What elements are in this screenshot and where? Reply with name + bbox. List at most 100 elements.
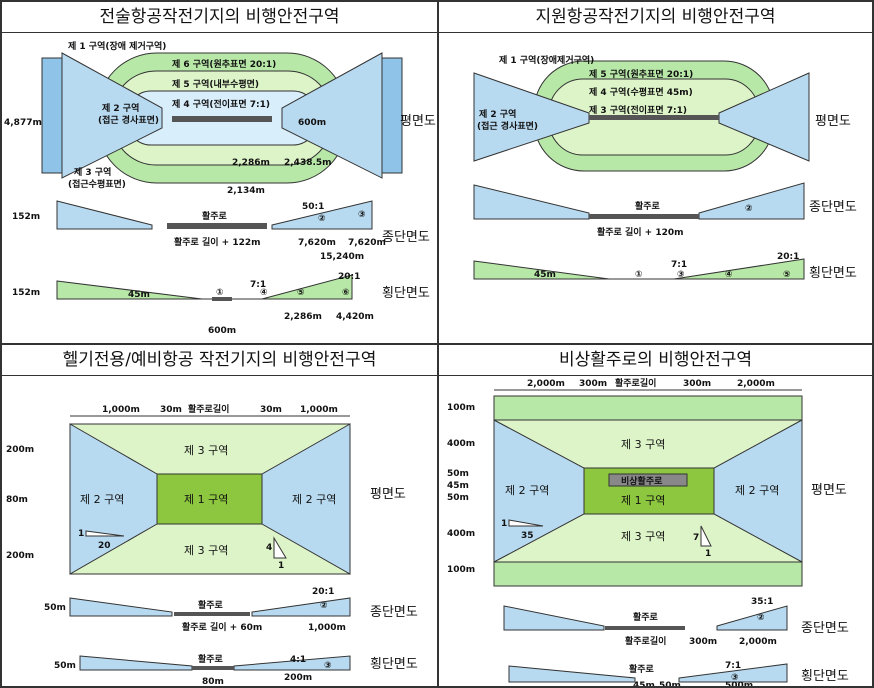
long-runway [605,626,685,630]
label: 300m [579,379,607,389]
label: (접근 경사표면) [98,114,159,126]
label: 100m [447,565,475,575]
label: 비상활주로 [621,475,663,487]
label: 활주로 [635,200,661,212]
label: 1 [501,519,507,529]
label: 7,620m [348,238,386,248]
cross-left [508,665,636,683]
label: 2,000m [737,379,775,389]
label: 7 [693,533,699,543]
label: 200m [284,673,312,683]
slope-triangle [700,525,712,547]
label: 7:1 [250,280,266,290]
long-left [503,605,605,631]
cell-support: 지원항공작전기지의 비행안전구역 제 1 구역(장애제거구역) 제 5 구역(원… [438,1,873,344]
label: 80m [202,677,224,687]
view-label: 종단면도 [382,230,430,245]
label: 1 [278,561,284,571]
label: 제 2 구역 [102,102,139,114]
label: 제 3 구역 [621,530,665,543]
view-label: 평면도 [370,487,406,502]
slope-triangle [85,530,125,537]
label: 활주로 [629,663,655,675]
view-label: 종단면도 [809,200,857,215]
label: 80m [6,495,28,505]
label: 2,000m [527,379,565,389]
support-diagram: 제 1 구역(장애제거구역) 제 5 구역(원추표면 20:1) 제 4 구역(… [473,54,857,281]
label: 활주로길이 [615,377,656,389]
label: 152m [12,288,40,298]
label: 7,620m [298,238,336,248]
label: 1,000m [308,623,346,633]
label: ③ [731,673,739,683]
label: (접근 경사표면) [477,120,538,132]
cell-title: 지원항공작전기지의 비행안전구역 [439,2,872,33]
runway [608,473,688,487]
label: ⑤ [783,270,791,280]
long-right [716,605,788,631]
cell-tactical: 전술항공작전기지의 비행안전구역 제 1 구역(장애 제거구역) 제 6 구역(… [1,1,438,344]
label: 300m [683,379,711,389]
label: 제 3 구역 [184,444,228,457]
label: 제 1 구역 [621,494,665,507]
label: 활주로 [633,611,659,623]
label: 300m [689,637,717,647]
long-approach-left [473,184,590,220]
long-approach-left [56,200,153,230]
label: (접근수평표면) [68,178,126,190]
label: 50m [659,681,681,687]
label: 50m [54,661,76,671]
label: 4 [266,543,272,553]
runway [589,115,719,120]
long-right [251,597,351,617]
label: 2,286m [232,158,270,168]
label: ④ [260,288,268,298]
label: ④ [725,270,733,280]
label: 제 2 구역 [735,484,779,497]
label: ⑤ [297,288,305,298]
label: 활주로 길이 + 122m [174,236,261,248]
long-left [69,597,173,617]
label: 50m [447,493,469,503]
view-label: 종단면도 [370,605,418,620]
label: 제 2 구역 [479,108,516,120]
label: ② [318,214,326,224]
emergency-diagram: 2,000m 300m 활주로길이 300m 2,000m 100m 400m … [447,377,849,687]
heli-diagram: 1,000m 30m 활주로길이 30m 1,000m 200m 80m 200… [6,403,418,687]
label: ② [320,601,328,611]
label: 2,286m [284,312,322,322]
approach-horizontal-right [381,57,403,174]
label: 500m [725,681,753,687]
label: 제 5 구역(원추표면 20:1) [589,68,693,80]
label: ② [745,204,753,214]
view-label: 횡단면도 [809,266,857,281]
label: 제 1 구역(장애제거구역) [499,54,594,66]
label: 활주로 길이 + 120m [597,226,684,238]
label: 45m [633,681,655,687]
cross-left [79,655,193,671]
tactical-diagram: 제 1 구역(장애 제거구역) 제 6 구역(원추표면 20:1) 제 5 구역… [4,40,436,336]
label: 제 4 구역(전이표면 7:1) [172,98,270,110]
label: 400m [447,529,475,539]
label: 30m [260,405,282,415]
label: 제 2 구역 [80,493,124,506]
view-label: 횡단면도 [370,657,418,672]
label: 제 3 구역 [184,544,228,557]
label: 30m [160,405,182,415]
label: 20 [98,541,111,551]
slope-triangle [508,519,544,527]
cell-title: 헬기전용/예비항공 작전기지의 비행안전구역 [2,345,437,376]
label: 제 6 구역(원추표면 20:1) [172,58,276,70]
view-label: 평면도 [811,483,847,498]
cell-emergency: 비상활주로의 비행안전구역 2,000m 300m 활주로길이 300m 2,0… [438,344,873,687]
label: 20:1 [338,272,360,282]
cross-runway [212,297,232,301]
label: ① [216,288,224,298]
slope-triangle [273,536,287,559]
label: 600m [298,118,326,128]
view-label: 종단면도 [801,621,849,636]
cell-title: 비상활주로의 비행안전구역 [439,345,872,376]
cross-section [473,258,805,280]
label: 제 2 구역 [505,484,549,497]
label: 45m [534,270,556,280]
